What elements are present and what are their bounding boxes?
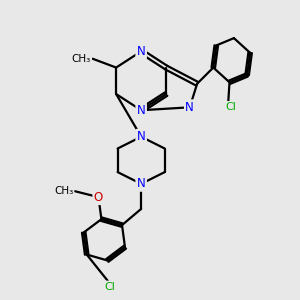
Text: N: N: [137, 104, 146, 117]
Text: N: N: [137, 177, 146, 190]
Text: Cl: Cl: [226, 102, 236, 112]
Text: Cl: Cl: [105, 282, 116, 292]
Text: N: N: [185, 101, 194, 114]
Text: N: N: [137, 45, 146, 58]
Text: CH₃: CH₃: [54, 186, 74, 196]
Text: N: N: [137, 130, 146, 143]
Text: CH₃: CH₃: [72, 54, 91, 64]
Text: O: O: [94, 190, 103, 204]
